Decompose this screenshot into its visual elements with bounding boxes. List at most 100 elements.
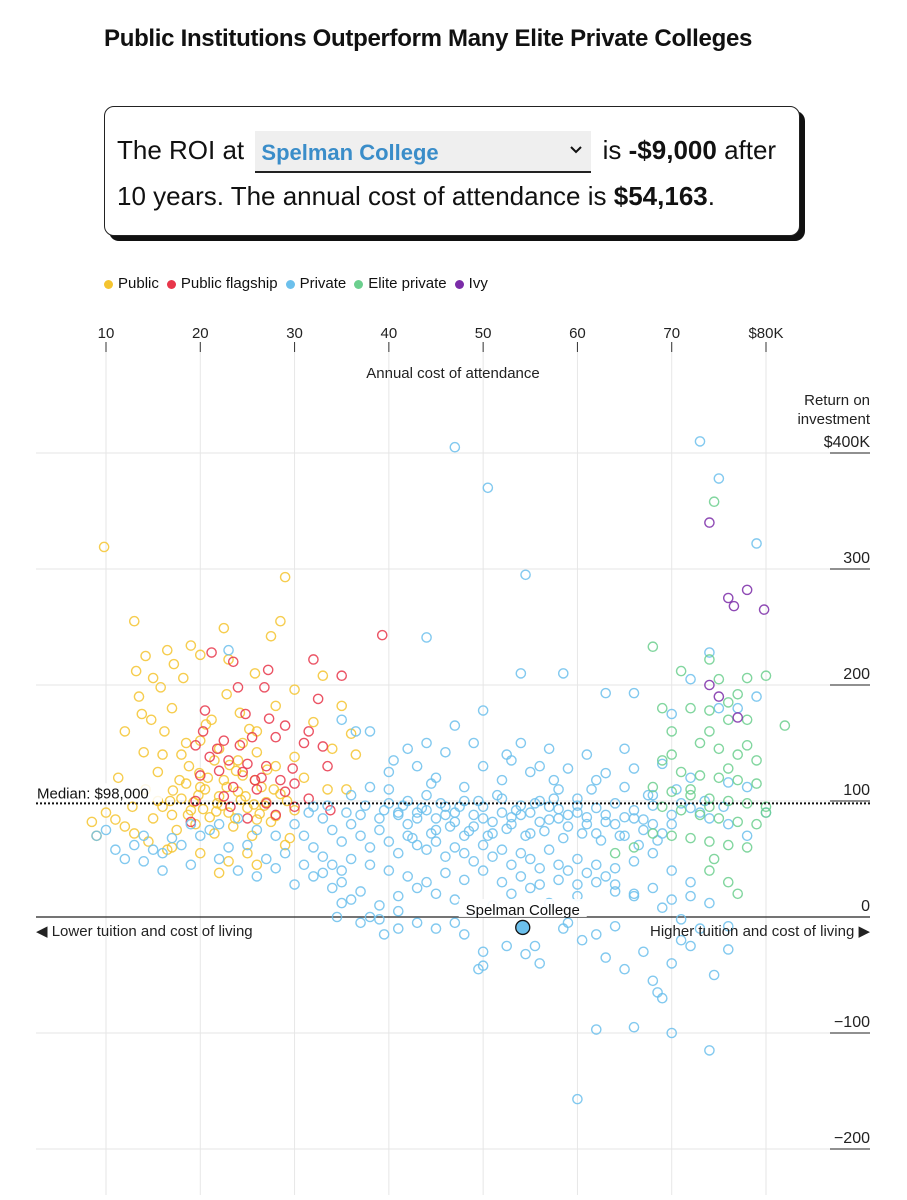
scatter-point-private [666, 708, 678, 720]
scatter-point-public [289, 804, 300, 816]
scatter-point-private [520, 948, 531, 960]
scatter-point-private [496, 774, 508, 786]
y-tick-label: 0 [861, 898, 870, 915]
scatter-point-private [392, 923, 404, 934]
scatter-point-public-flagship [263, 713, 275, 724]
scatter-point-public [251, 859, 263, 871]
scatter-point-public-flagship [213, 765, 225, 777]
scatter-point-private [581, 749, 593, 760]
scatter-point-public [119, 726, 131, 737]
scatter-point-public [157, 749, 168, 760]
scatter-point-private [562, 865, 574, 876]
scatter-point-public [194, 847, 206, 859]
scatter-point-private [326, 882, 338, 894]
scatter-point-private [694, 436, 706, 447]
scatter-point-elite-private [760, 807, 772, 818]
scatter-point-public [242, 802, 253, 814]
scatter-point-private [572, 1093, 583, 1105]
scatter-point-public [279, 839, 291, 851]
scatter-point-public-flagship [298, 737, 310, 749]
scatter-point-ivy [704, 517, 715, 528]
scatter-point-private [374, 900, 385, 911]
scatter-point-public [227, 821, 239, 832]
scatter-point-private [647, 882, 659, 894]
scatter-point-private [374, 824, 385, 836]
scatter-point-public [218, 622, 230, 634]
scatter-point-private [543, 844, 555, 856]
scatter-point-private [350, 726, 362, 737]
college-select[interactable]: Spelman College [255, 131, 592, 174]
scatter-point-private [411, 882, 423, 894]
legend-dot-public [104, 279, 113, 289]
scatter-point-private [590, 1024, 602, 1035]
scatter-point-private [638, 946, 649, 958]
scatter-point-private [675, 914, 687, 925]
scatter-point-private [392, 847, 404, 859]
scatter-point-private [477, 813, 489, 824]
scatter-point-public-flagship [376, 629, 388, 641]
scatter-point-public-flagship [223, 755, 234, 766]
scatter-point-ivy [713, 691, 725, 702]
scatter-point-elite-private [722, 839, 734, 851]
scatter-point-private [590, 859, 602, 871]
scatter-point-ivy [732, 712, 744, 723]
scatter-point-private [638, 824, 649, 836]
scatter-point-public-flagship [234, 740, 246, 751]
scatter-point-private [529, 798, 541, 809]
scatter-point-public [194, 649, 206, 661]
legend-label-private: Private [299, 275, 347, 292]
scatter-point-private [157, 865, 168, 876]
scatter-point-elite-private [713, 673, 725, 685]
scatter-point-public-flagship [240, 708, 251, 720]
scatter-point-private [685, 772, 696, 784]
scatter-point-private [491, 789, 503, 801]
scatter-point-private [449, 441, 461, 453]
scatter-point-private [713, 473, 725, 484]
scatter-point-private [430, 923, 442, 934]
scatter-point-private [576, 828, 588, 839]
scatter-point-elite-private [751, 818, 762, 830]
scatter-point-private [364, 842, 376, 853]
scatter-point-private [685, 802, 696, 814]
scatter-point-elite-private [751, 778, 762, 789]
legend-dot-elite-private [354, 279, 364, 289]
scatter-point-private [345, 818, 357, 830]
scatter-point-public [246, 830, 258, 842]
scatter-point-public [176, 749, 187, 760]
scatter-point-elite-private [666, 830, 678, 842]
scatter-point-elite-private [704, 801, 715, 813]
scatter-point-elite-private [732, 774, 744, 786]
scatter-point-public [100, 807, 112, 818]
scatter-point-private [402, 743, 414, 755]
scatter-point-public [185, 640, 197, 651]
scatter-point-elite-private [666, 786, 678, 798]
scatter-point-private [656, 992, 668, 1004]
scatter-point-private [609, 920, 621, 932]
scatter-point-private [355, 886, 366, 897]
scatter-point-private [458, 874, 470, 886]
scatter-point-public [182, 809, 194, 821]
scatter-point-private [600, 687, 612, 699]
scatter-point-private [444, 821, 456, 832]
scatter-point-elite-private [704, 705, 715, 716]
legend-label-public: Public [118, 275, 159, 292]
x-tick-label: 70 [663, 325, 680, 342]
scatter-point-public [98, 541, 110, 553]
roi-mid: is [602, 135, 622, 165]
legend-item-elite-private: Elite private [354, 274, 447, 294]
scatter-point-private [524, 807, 536, 818]
scatter-point-private [515, 871, 527, 882]
scatter-point-private [619, 743, 630, 755]
scatter-point-elite-private [675, 665, 687, 677]
scatter-point-elite-private [732, 888, 744, 900]
scatter-point-private [628, 804, 640, 816]
scatter-point-private [496, 807, 508, 818]
scatter-point-elite-private [713, 772, 725, 784]
scatter-point-public-flagship [190, 795, 201, 807]
y-tick-label: 300 [843, 550, 870, 567]
scatter-point-private [463, 825, 475, 837]
scatter-point-private [562, 763, 574, 774]
scatter-point-public [204, 811, 216, 823]
scatter-point-public [308, 716, 319, 728]
scatter-point-private [345, 894, 357, 905]
